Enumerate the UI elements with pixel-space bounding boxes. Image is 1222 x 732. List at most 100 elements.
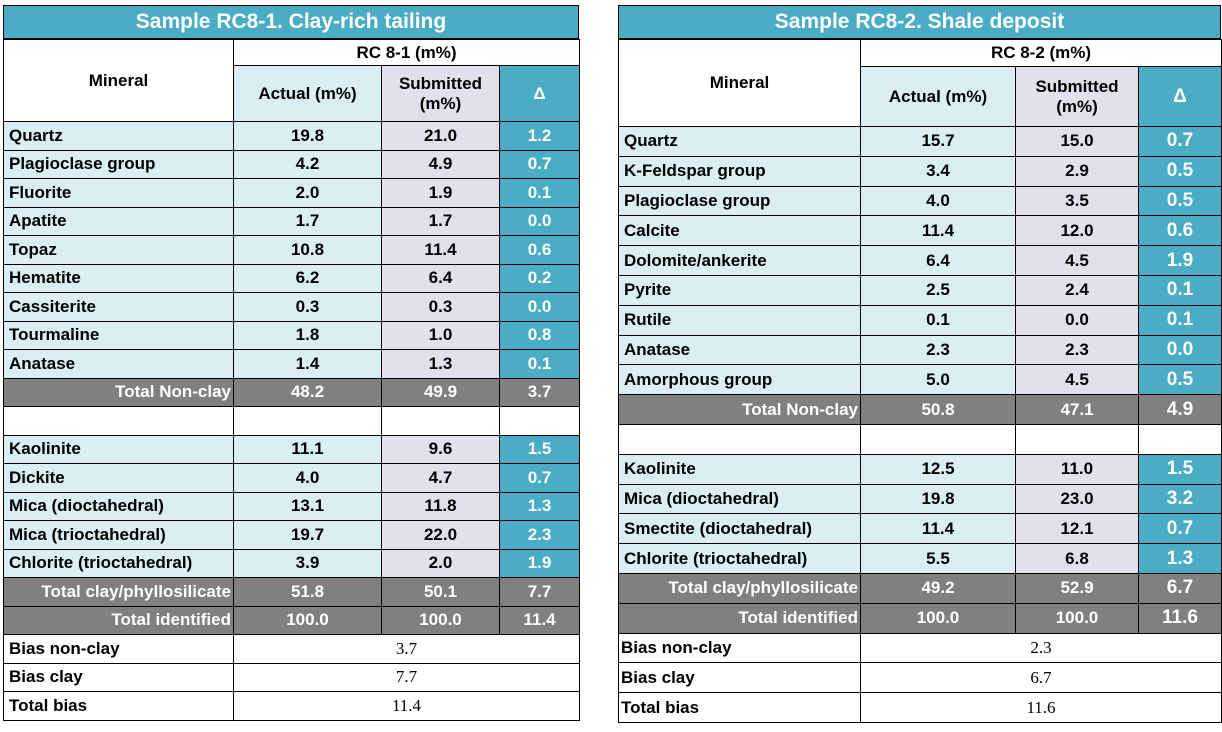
mineral-name: Quartz (3, 121, 234, 151)
mineral-name: Smectite (dioctahedral) (618, 513, 861, 545)
delta-value: 0.5 (1137, 185, 1222, 217)
mineral-name: Dickite (3, 463, 234, 493)
table-row: Hematite 6.2 6.4 0.2 (3, 263, 581, 293)
delta-value: 0.6 (1137, 215, 1222, 247)
bias-label: Bias non-clay (618, 632, 861, 664)
submitted-value: 6.8 (1015, 543, 1139, 574)
submitted-value: 2.4 (1015, 274, 1139, 306)
delta-value: 2.3 (498, 520, 581, 550)
actual-value: 50.8 (860, 394, 1016, 425)
bias-row: Bias clay 6.7 (618, 662, 1222, 694)
clay-rows: Kaolinite 12.5 11.0 1.5 Mica (dioctahedral)… (618, 453, 1222, 574)
actual-value: 19.8 (233, 121, 382, 151)
delta-value: 3.7 (498, 377, 581, 407)
delta-value: 3.2 (1137, 483, 1222, 515)
spacer-row (3, 406, 581, 436)
total-label: Total clay/phyllosilicate (3, 577, 234, 607)
delta-value: 1.2 (498, 121, 581, 151)
submitted-value: 100.0 (381, 605, 500, 635)
submitted-value: 4.5 (1015, 245, 1139, 276)
delta-value: 0.1 (1137, 274, 1222, 306)
bias-row: Bias clay 7.7 (3, 662, 581, 692)
actual-value: 2.5 (860, 274, 1016, 306)
delta-value: 7.7 (498, 577, 581, 607)
total-label: Total Non-clay (618, 394, 861, 425)
delta-value: 0.6 (498, 235, 581, 265)
submitted-value: 4.9 (381, 149, 500, 179)
total-label: Total Non-clay (3, 377, 234, 407)
total-clay-row: Total clay/phyllosilicate 49.2 52.9 6.7 (618, 572, 1222, 604)
submitted-value: 52.9 (1015, 572, 1139, 604)
table-row: Plagioclase group 4.2 4.9 0.7 (3, 149, 581, 179)
header-delta: Δ (1137, 66, 1222, 127)
table-row: Dickite 4.0 4.7 0.7 (3, 463, 581, 493)
delta-value: 1.5 (498, 434, 581, 464)
actual-value: 6.4 (860, 245, 1016, 276)
submitted-value: 11.8 (381, 491, 500, 521)
delta-value: 6.7 (1137, 572, 1222, 604)
delta-value: 11.6 (1137, 602, 1222, 634)
submitted-value: 1.3 (381, 349, 500, 379)
actual-value: 12.5 (860, 453, 1016, 485)
actual-value: 0.1 (860, 304, 1016, 336)
table-row: Apatite 1.7 1.7 0.0 (3, 206, 581, 236)
table-row: Dolomite/ankerite 6.4 4.5 1.9 (618, 245, 1222, 276)
submitted-value: 0.3 (381, 292, 500, 322)
delta-value: 11.4 (498, 605, 581, 635)
header-submitted: Submitted (m%) (381, 65, 500, 122)
delta-value: 0.2 (498, 263, 581, 293)
table-row: Cassiterite 0.3 0.3 0.0 (3, 292, 581, 322)
submitted-value: 11.0 (1015, 453, 1139, 485)
bias-row: Total bias 11.6 (618, 692, 1222, 723)
bias-value: 6.7 (859, 662, 1222, 694)
actual-value: 11.4 (860, 513, 1016, 545)
table-row: Smectite (dioctahedral) 11.4 12.1 0.7 (618, 513, 1222, 545)
actual-value: 4.2 (233, 149, 382, 179)
bias-value: 3.7 (232, 634, 581, 664)
mineral-name: Quartz (618, 126, 861, 157)
clay-rows: Kaolinite 11.1 9.6 1.5 Dickite 4.0 4.7 0.7 Mic… (3, 434, 581, 578)
header-mineral: Mineral (3, 39, 234, 122)
actual-value: 100.0 (233, 605, 382, 635)
actual-value: 15.7 (860, 126, 1016, 157)
bias-value: 11.6 (859, 692, 1222, 723)
header-actual: Actual (m%) (860, 66, 1016, 127)
submitted-value: 49.9 (381, 377, 500, 407)
table-row: Anatase 1.4 1.3 0.1 (3, 349, 581, 379)
bias-row: Total bias 11.4 (3, 691, 581, 721)
mineral-name: Dolomite/ankerite (618, 245, 861, 276)
spacer-row (618, 423, 1222, 455)
actual-value: 13.1 (233, 491, 382, 521)
submitted-value: 3.5 (1015, 185, 1139, 217)
submitted-value: 15.0 (1015, 126, 1139, 157)
header-actual: Actual (m%) (233, 65, 382, 122)
actual-value: 11.4 (860, 215, 1016, 247)
actual-value: 4.0 (233, 463, 382, 493)
actual-value: 1.8 (233, 320, 382, 350)
table-title: Sample RC8-2. Shale deposit (618, 5, 1221, 39)
submitted-value: 6.4 (381, 263, 500, 293)
submitted-value: 2.9 (1015, 155, 1139, 187)
nonclay-rows: Quartz 15.7 15.0 0.7 K-Feldspar group 3.4 2.9… (618, 126, 1222, 396)
bias-row: Bias non-clay 3.7 (3, 634, 581, 664)
delta-value: 0.1 (1137, 304, 1222, 336)
table-row: Quartz 19.8 21.0 1.2 (3, 121, 581, 151)
delta-value: 1.9 (1137, 245, 1222, 276)
actual-value: 3.9 (233, 548, 382, 578)
submitted-value: 9.6 (381, 434, 500, 464)
table-row: Rutile 0.1 0.0 0.1 (618, 304, 1222, 336)
table-title: Sample RC8-1. Clay-rich tailing (3, 5, 579, 39)
mineral-name: Anatase (618, 334, 861, 366)
mineral-name: Pyrite (618, 274, 861, 306)
table-row: Plagioclase group 4.0 3.5 0.5 (618, 185, 1222, 217)
mineral-name: Mica (dioctahedral) (3, 491, 234, 521)
total-label: Total clay/phyllosilicate (618, 572, 861, 604)
mineral-name: Chlorite (trioctahedral) (3, 548, 234, 578)
total-nonclay-row: Total Non-clay 48.2 49.9 3.7 (3, 377, 581, 407)
bias-label: Bias non-clay (3, 634, 234, 664)
bias-value: 7.7 (232, 662, 581, 692)
bias-label: Total bias (618, 692, 861, 723)
table-row: Mica (trioctahedral) 19.7 22.0 2.3 (3, 520, 581, 550)
delta-value: 0.1 (498, 349, 581, 379)
delta-value: 0.7 (498, 149, 581, 179)
